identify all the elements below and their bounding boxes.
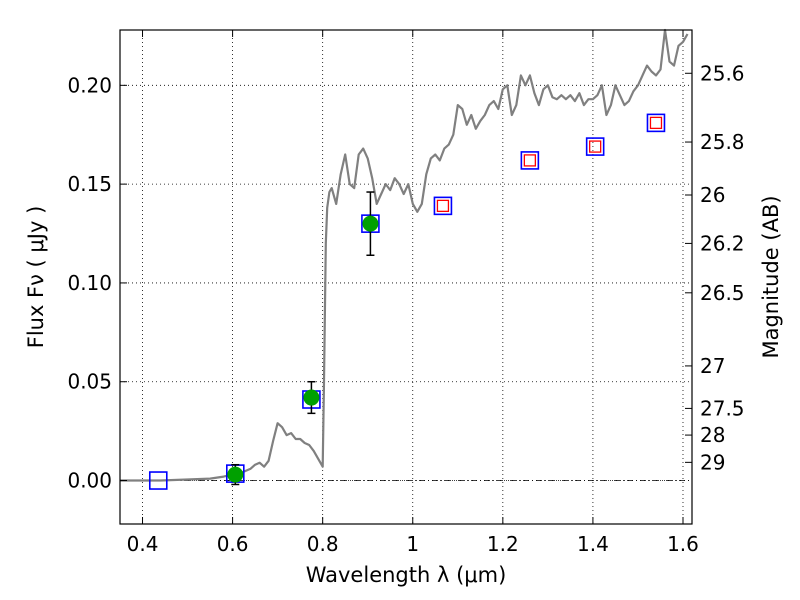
- mag-tick-label: 28: [700, 423, 725, 447]
- mag-tick-label: 25.8: [700, 130, 745, 154]
- upper-limit-square: [436, 199, 450, 213]
- y-tick-label: 0.10: [67, 271, 112, 295]
- y-tick-label: 0.20: [67, 73, 112, 97]
- grid-lines: [120, 30, 692, 524]
- y-tick-label: 0.15: [67, 172, 112, 196]
- x-tick-label: 0.8: [307, 532, 339, 556]
- mag-tick-label: 26.5: [700, 281, 745, 305]
- model-photometry-square: [520, 151, 540, 170]
- mag-tick-label: 26.2: [700, 231, 745, 255]
- y-tick-label: 0.05: [67, 370, 112, 394]
- x-tick-label: 1.4: [577, 532, 609, 556]
- x-tick-label: 1: [406, 532, 419, 556]
- model-photometry-square: [585, 137, 605, 156]
- y2-axis-title: Magnitude (AB): [759, 195, 783, 358]
- mag-tick-label: 25.6: [700, 61, 745, 85]
- observed-point: [362, 215, 379, 232]
- axis-ticks: [120, 30, 692, 524]
- data-points: [148, 113, 666, 490]
- x-tick-label: 0.4: [127, 532, 159, 556]
- mag-tick-label: 26: [700, 183, 725, 207]
- model-photometry-square: [433, 196, 453, 216]
- plot-frame: [119, 29, 693, 525]
- y-tick-label: 0.00: [67, 469, 112, 493]
- x-tick-label: 1.2: [487, 532, 519, 556]
- x-tick-label: 0.6: [217, 532, 249, 556]
- upper-limit-square: [523, 154, 537, 167]
- model-photometry-square: [148, 471, 168, 490]
- x-tick-label: 1.6: [667, 532, 699, 556]
- mag-tick-label: 29: [700, 450, 725, 474]
- observed-point: [303, 389, 320, 406]
- spectrum-line: [120, 28, 689, 482]
- model-photometry-square: [646, 113, 666, 133]
- upper-limit-square: [649, 116, 663, 130]
- x-axis-title: Wavelength λ (μm): [306, 563, 507, 587]
- observed-point: [227, 466, 244, 483]
- model-spectrum: [120, 28, 689, 482]
- mag-tick-label: 27.5: [700, 396, 745, 420]
- mag-tick-label: 27: [700, 354, 725, 378]
- upper-limit-square: [589, 140, 602, 153]
- y-axis-title: Flux Fν ( μJy ): [24, 206, 48, 349]
- tick-labels: 0.4 0.6 0.8 1 1.2 1.4 1.6 0.00 0.05 0.10 0.15 0.20 2…: [67, 61, 744, 556]
